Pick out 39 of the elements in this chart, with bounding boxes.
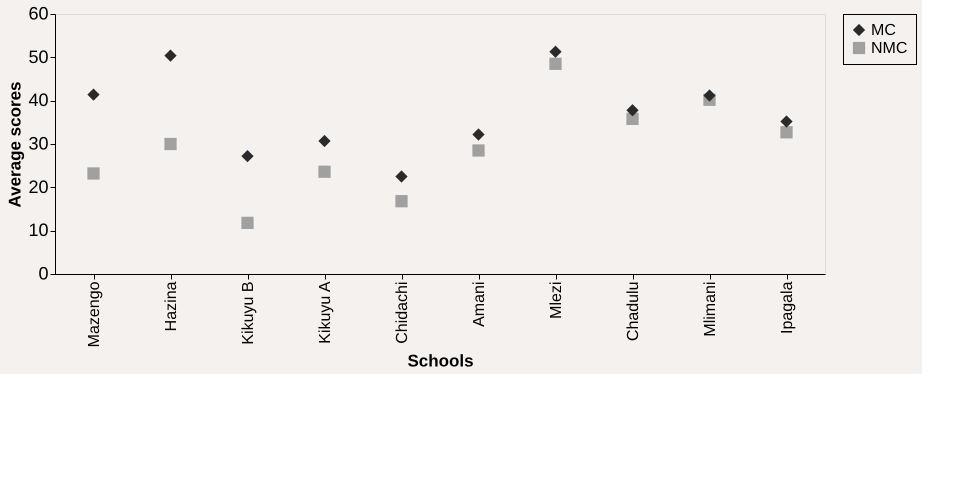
point xyxy=(318,134,331,148)
y-tick-label: 50 xyxy=(28,46,48,67)
point xyxy=(241,216,254,229)
point xyxy=(549,46,562,58)
point xyxy=(164,49,177,62)
point xyxy=(472,128,485,141)
x-tick-label: Chidachi xyxy=(394,282,411,344)
point xyxy=(549,58,562,70)
x-tick-label: Chadulu xyxy=(625,282,642,342)
point xyxy=(626,104,639,116)
x-tick-label: Ipagala xyxy=(779,281,796,334)
x-tick-label: Mazengo xyxy=(86,281,103,348)
y-tick-label: 0 xyxy=(38,264,48,284)
point xyxy=(164,138,177,150)
legend-label: NMC xyxy=(871,40,908,57)
x-tick-label: Hazina xyxy=(163,281,180,332)
y-tick-label: 40 xyxy=(28,90,48,110)
point xyxy=(703,89,716,102)
point xyxy=(395,195,408,208)
point xyxy=(87,167,100,180)
x-tick-label: Mlimani xyxy=(702,282,719,337)
x-tick-label: Mlezi xyxy=(548,282,565,319)
y-axis-title: Average scores xyxy=(5,81,24,208)
y-tick-label: 60 xyxy=(28,4,48,24)
x-tick-label: Kikuyu A xyxy=(317,281,334,344)
x-tick-label: Amani xyxy=(471,282,488,327)
y-tick-label: 20 xyxy=(28,176,48,197)
point xyxy=(241,150,254,162)
point xyxy=(780,115,793,128)
legend-label: MC xyxy=(871,22,896,39)
point xyxy=(87,88,100,101)
x-axis-title: Schools xyxy=(407,351,474,370)
x-tick-label: Kikuyu B xyxy=(240,282,257,345)
y-tick-label: 30 xyxy=(28,134,48,154)
point xyxy=(395,170,408,183)
point xyxy=(780,126,793,138)
point xyxy=(318,166,331,178)
y-tick-label: 10 xyxy=(28,220,48,240)
point xyxy=(472,144,485,157)
